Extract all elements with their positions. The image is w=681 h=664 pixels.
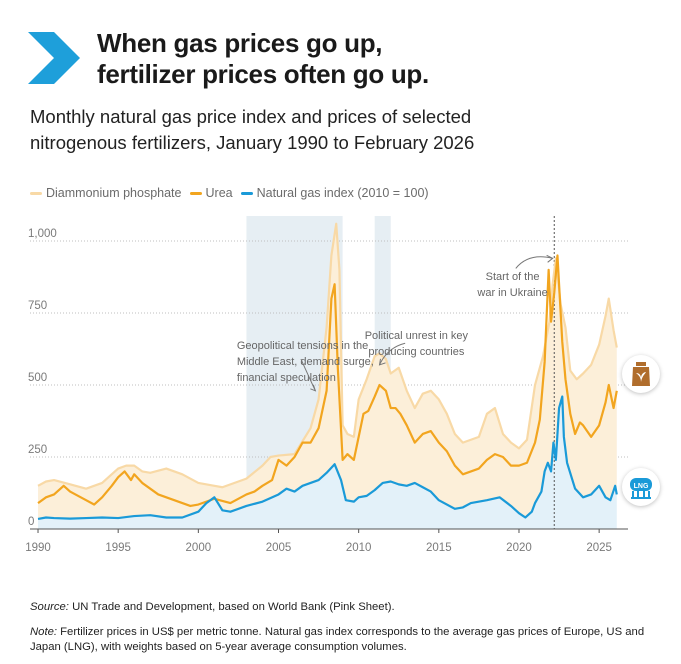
annotation-geopolitical-line-1: Middle East, demand surge, (237, 356, 374, 368)
x-tick-label: 2010 (346, 542, 372, 554)
source-label: Source: (30, 601, 69, 613)
x-tick-label: 1995 (105, 542, 131, 554)
note-text: Fertilizer prices in US$ per metric tonn… (30, 626, 645, 653)
annotation-ukraine-line-0: Start of the (486, 271, 540, 283)
annotation-arrow-unrest (379, 342, 406, 366)
annotation-arrow-ukraine (515, 256, 553, 269)
line-chart: 0 250 500 750 1,000 1990 1995 2000 2005 2010 2015 2… (25, 216, 628, 554)
annotation-arrowhead-unrest (378, 358, 386, 366)
fertilizer-bag-icon (632, 362, 650, 386)
annotation-unrest-line-0: Political unrest in key (365, 330, 469, 342)
y-tick-label: 0 (28, 516, 34, 528)
subtitle-line-1: Monthly natural gas price index and pric… (30, 106, 472, 127)
legend-swatch-urea (189, 191, 202, 195)
x-tick-label: 2005 (266, 542, 292, 554)
series-line-1 (37, 254, 618, 508)
note-label: Note: (30, 626, 58, 638)
x-tick-label: 2020 (506, 542, 532, 554)
lng-icon-label: LNG (634, 483, 649, 490)
annotation-unrest-line-1: producing countries (368, 346, 465, 358)
chevron-logo-icon (28, 32, 80, 84)
annotation-geopolitical-line-0: Geopolitical tensions in the (237, 340, 368, 352)
annotation-arrowhead-geopolitical (310, 384, 317, 392)
annotation-arrowhead-ukraine (546, 254, 554, 263)
title-line-1: When gas prices go up, (97, 28, 383, 58)
legend-item-gas: Natural gas index (2010 = 100) (240, 186, 429, 200)
series-line-0 (37, 222, 618, 490)
chart-title: When gas prices go up, fertilizer prices… (97, 28, 429, 90)
y-tick-label: 250 (28, 444, 47, 456)
x-tick-label: 2015 (426, 542, 452, 554)
y-tick-label: 1,000 (28, 228, 57, 240)
legend-label-urea: Urea (205, 186, 233, 200)
source-note: Source: UN Trade and Development, based … (30, 601, 395, 613)
y-tick-label: 500 (28, 372, 47, 384)
fertilizer-badge (622, 355, 660, 393)
legend-item-dap: Diammonium phosphate (30, 186, 182, 200)
annotation-geopolitical-line-2: financial speculation (237, 372, 336, 384)
area-gas (38, 396, 617, 529)
legend-swatch-dap (30, 191, 42, 195)
legend-label-gas: Natural gas index (2010 = 100) (256, 186, 429, 200)
source-text: UN Trade and Development, based on World… (68, 601, 395, 613)
chart-legend: Diammonium phosphate Urea Natural gas in… (30, 186, 437, 200)
x-tick-label: 1990 (25, 542, 51, 554)
y-tick-label: 750 (28, 300, 47, 312)
x-tick-label: 2025 (586, 542, 612, 554)
x-tick-label: 2000 (186, 542, 212, 554)
lng-badge: LNG (622, 468, 660, 506)
series-line-2 (37, 395, 618, 521)
legend-label-dap: Diammonium phosphate (46, 186, 182, 200)
subtitle-line-2: nitrogenous fertilizers, January 1990 to… (30, 132, 475, 153)
legend-item-urea: Urea (189, 186, 233, 200)
lng-tank-icon: LNG (630, 478, 652, 499)
title-line-2: fertilizer prices often go up. (97, 59, 429, 89)
footnote: Note: Fertilizer prices in US$ per metri… (30, 625, 665, 655)
chart-subtitle: Monthly natural gas price index and pric… (30, 104, 474, 156)
annotation-ukraine-line-1: war in Ukraine (476, 287, 547, 299)
legend-swatch-gas (240, 191, 253, 195)
